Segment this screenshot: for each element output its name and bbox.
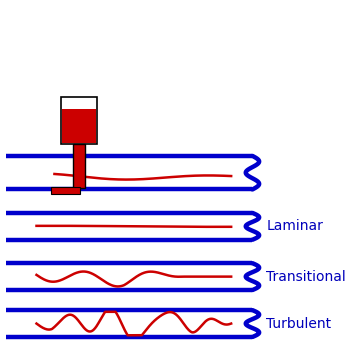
Text: Turbulent: Turbulent: [266, 317, 331, 331]
Bar: [73, 144, 85, 188]
Bar: [62, 109, 96, 143]
Text: Transitional: Transitional: [266, 269, 346, 284]
Bar: [61, 97, 97, 144]
Bar: [51, 187, 80, 194]
Text: Laminar: Laminar: [266, 219, 323, 233]
